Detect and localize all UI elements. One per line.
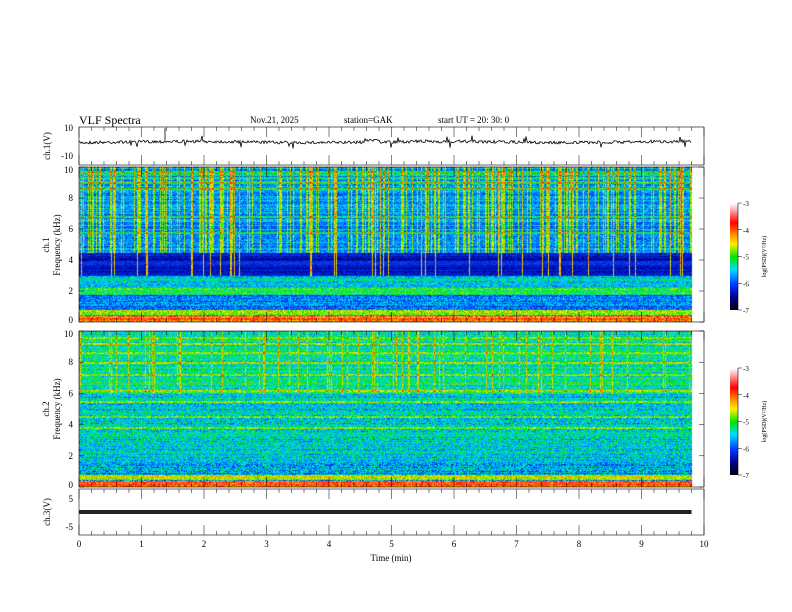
x-tick-label: 9	[639, 539, 644, 549]
y-tick-label: 8	[69, 193, 74, 203]
y-tick-label: 10	[64, 165, 74, 175]
x-tick-label: 2	[202, 539, 207, 549]
date-label: Nov.21, 2025	[250, 115, 299, 125]
y-tick-label: 0	[69, 315, 74, 325]
colorbar-tick-label: -7	[743, 307, 749, 315]
y-tick-label: 4	[69, 420, 74, 430]
start-ut-label: start UT = 20: 30: 0	[438, 115, 510, 125]
colorbar-tick-label: -5	[743, 254, 749, 262]
colorbar-tick-label: -6	[743, 280, 749, 288]
y-tick-label: -10	[61, 151, 73, 161]
y-tick-label: 6	[69, 224, 74, 234]
colorbar-tick-label: -4	[743, 392, 749, 400]
ch1-colorbar	[730, 203, 738, 310]
ch2-spec-ylabel: ch.2	[41, 401, 51, 416]
figure-title: VLF Spectra	[79, 113, 141, 127]
x-tick-label: 8	[577, 539, 582, 549]
y-tick-label: 10	[64, 123, 74, 133]
panel-frame-2	[78, 330, 705, 488]
ch1-voltage-ylabel: ch.1(V)	[42, 132, 52, 160]
x-tick-label: 7	[514, 539, 519, 549]
y-tick-label: 0	[69, 480, 74, 490]
ch2-spectrogram	[79, 331, 704, 487]
ch1-spec-ylabel-freq: Frequency (kHz)	[52, 214, 62, 275]
colorbar-label: log(PSD)(V²/Hz)	[761, 236, 768, 277]
ch1-spec-ylabel: ch.1	[41, 237, 51, 252]
colorbar-label: log(PSD)(V²/Hz)	[761, 401, 768, 442]
y-tick-label: 6	[69, 388, 74, 398]
colorbar-tick-label: -4	[743, 227, 749, 235]
x-tick-label: 1	[139, 539, 144, 549]
y-tick-label: -5	[66, 522, 74, 532]
x-axis-label: Time (min)	[371, 553, 412, 563]
colorbar-tick-label: -3	[743, 200, 749, 208]
ch3-voltage-ylabel: ch.3(V)	[42, 498, 52, 526]
y-tick-label: 10	[64, 329, 74, 339]
ch3-waveform	[79, 510, 692, 514]
y-tick-label: 5	[69, 494, 74, 504]
ch2-spec-ylabel-freq: Frequency (kHz)	[52, 378, 62, 439]
x-tick-label: 4	[327, 539, 332, 549]
y-tick-label: 2	[69, 286, 74, 296]
ch1-spectrogram	[79, 167, 704, 322]
ch2-colorbar	[730, 368, 738, 475]
ch1-waveform	[78, 135, 692, 149]
x-tick-label: 10	[700, 539, 710, 549]
colorbar-tick-label: -7	[743, 472, 749, 480]
colorbar-tick-label: -6	[743, 445, 749, 453]
station-label: station=GAK	[344, 115, 393, 125]
x-tick-label: 5	[389, 539, 394, 549]
x-tick-label: 0	[77, 539, 82, 549]
x-tick-label: 6	[452, 539, 457, 549]
y-tick-label: 8	[69, 357, 74, 367]
y-tick-label: 4	[69, 255, 74, 265]
colorbar-tick-label: -3	[743, 365, 749, 373]
panel-frame-1	[78, 166, 705, 323]
y-tick-label: 2	[69, 451, 74, 461]
colorbar-tick-label: -5	[743, 419, 749, 427]
x-tick-label: 3	[264, 539, 269, 549]
